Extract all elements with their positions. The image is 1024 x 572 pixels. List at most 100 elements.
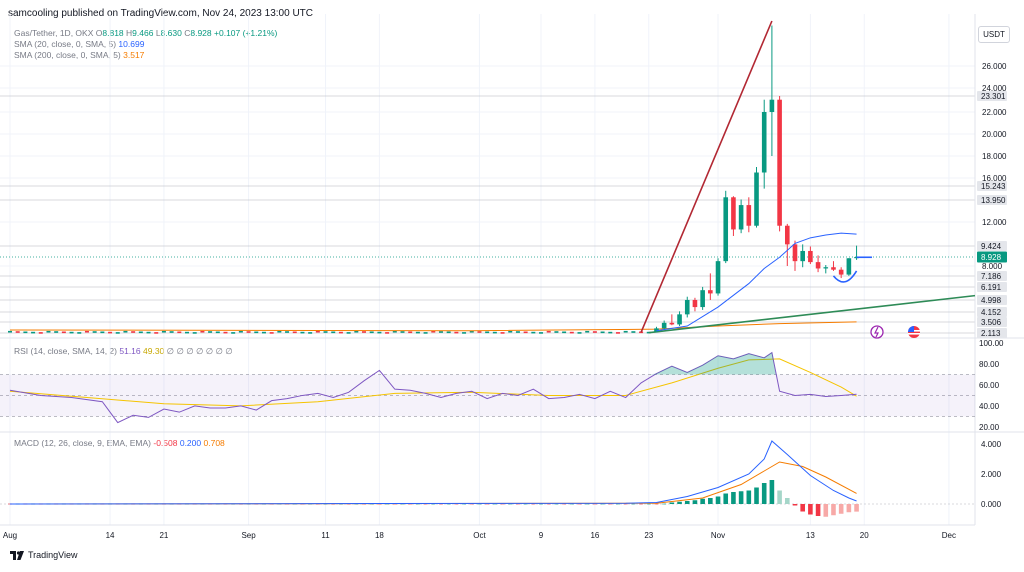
rsi-overbought-fill <box>648 352 776 375</box>
macd-histogram-bar <box>469 503 474 505</box>
price-level-tag <box>977 181 1007 191</box>
macd-histogram-bar <box>684 501 690 504</box>
macd-signal-value: 0.708 <box>203 438 225 448</box>
macd-histogram-bar <box>792 504 798 506</box>
candle <box>15 331 20 333</box>
macd-histogram-bar <box>738 491 744 504</box>
tradingview-logo[interactable]: TradingView <box>10 550 78 560</box>
price-tick-label: 12.000 <box>982 218 1007 227</box>
price-level-label: 2.113 <box>981 329 1001 338</box>
publisher-header: samcooling published on TradingView.com,… <box>8 8 313 19</box>
candle <box>69 331 74 334</box>
candle <box>338 331 343 334</box>
price-level-tag <box>977 317 1007 327</box>
sma20-label: SMA (20, close, 0, SMA, 5) <box>14 39 117 49</box>
candle <box>569 331 574 334</box>
macd-histogram-bar <box>831 504 836 516</box>
candle <box>285 331 290 333</box>
macd-histogram-bar <box>692 500 698 504</box>
candle <box>600 331 605 334</box>
candle <box>46 330 51 333</box>
macd-histogram-bar <box>623 503 628 505</box>
macd-histogram-bar <box>754 487 759 504</box>
sma20-value: 10.699 <box>118 39 145 49</box>
candle <box>346 332 351 334</box>
macd-histogram-bar <box>731 492 736 504</box>
macd-histogram-bar <box>777 490 782 504</box>
candle <box>492 331 497 334</box>
macd-histogram-bar <box>639 503 644 505</box>
macd-histogram-bar <box>784 498 790 504</box>
price-level-tag <box>977 307 1007 317</box>
candle <box>261 331 266 334</box>
time-tick-label: 16 <box>590 531 599 540</box>
rsi-tick-label: 80.00 <box>979 360 1000 369</box>
candle <box>300 331 305 334</box>
price-level-tag <box>977 282 1007 292</box>
macd-signal-line <box>9 461 857 505</box>
time-tick-label: 13 <box>806 531 815 540</box>
macd-histogram-bar <box>446 503 451 505</box>
high-value: 9.466 <box>132 28 154 38</box>
time-tick-label: 20 <box>860 531 869 540</box>
rsi-value: 51.16 <box>119 346 141 356</box>
candle <box>761 112 767 173</box>
time-tick-label: 21 <box>159 531 168 540</box>
candle <box>539 332 544 334</box>
candle <box>431 330 436 333</box>
candle <box>700 290 705 308</box>
candle <box>615 332 620 334</box>
rsi-label: RSI (14, close, SMA, 14, 2) <box>14 346 117 356</box>
candle <box>515 331 520 333</box>
macd-histogram-bar <box>746 490 752 504</box>
macd-histogram-bar <box>523 503 528 505</box>
macd-label: MACD (12, 26, close, 9, EMA, EMA) <box>14 438 151 448</box>
currency-button[interactable]: USDT <box>978 26 1010 43</box>
price-tick-label: 20.000 <box>982 130 1007 139</box>
symbol-label: Gas/Tether, 1D, OKX <box>14 28 94 38</box>
tradingview-logo-text: TradingView <box>28 550 78 560</box>
time-tick-label: 11 <box>321 531 330 540</box>
candle <box>585 330 590 333</box>
price-level-label: 9.424 <box>981 242 1002 251</box>
candle <box>608 331 613 334</box>
macd-histogram-bar <box>838 504 844 514</box>
candle <box>377 331 382 334</box>
grid-lines <box>0 14 1024 525</box>
rsi-pane <box>9 351 857 424</box>
sma200-legend: SMA (200, close, 0, SMA, 5) 3.517 <box>14 50 144 61</box>
macd-histogram-bar <box>492 503 497 505</box>
macd-histogram-bar <box>815 504 821 516</box>
candle <box>415 331 420 334</box>
macd-histogram-bar <box>515 503 520 505</box>
candle <box>77 332 82 334</box>
candle <box>523 331 528 334</box>
candle <box>208 331 213 333</box>
candle <box>192 332 197 334</box>
price-tick-label: 16.000 <box>982 174 1007 183</box>
us-flag-icon[interactable] <box>908 326 920 338</box>
candle <box>838 269 844 275</box>
candle <box>154 332 159 334</box>
candle <box>362 331 367 333</box>
time-tick-label: 9 <box>539 531 544 540</box>
candle <box>731 197 736 230</box>
candle <box>592 331 597 333</box>
candle <box>654 328 659 332</box>
candle <box>677 314 682 325</box>
candle <box>846 258 852 275</box>
change-value: +0.107 (+1.21%) <box>214 28 278 38</box>
candle <box>146 331 151 334</box>
macd-histogram-bar <box>808 504 813 515</box>
price-level-tag <box>977 271 1007 281</box>
price-legend: Gas/Tether, 1D, OKX O8.818 H9.466 L8.630… <box>14 28 277 39</box>
candle <box>577 332 582 334</box>
lightning-icon[interactable] <box>870 325 884 339</box>
rsi-legend: RSI (14, close, SMA, 14, 2) 51.16 49.30 … <box>14 346 233 357</box>
tradingview-logo-icon <box>10 550 24 560</box>
macd-histogram-bar <box>723 493 729 504</box>
candle <box>23 331 28 334</box>
candle <box>784 225 790 245</box>
price-level-label: 13.950 <box>981 196 1006 205</box>
